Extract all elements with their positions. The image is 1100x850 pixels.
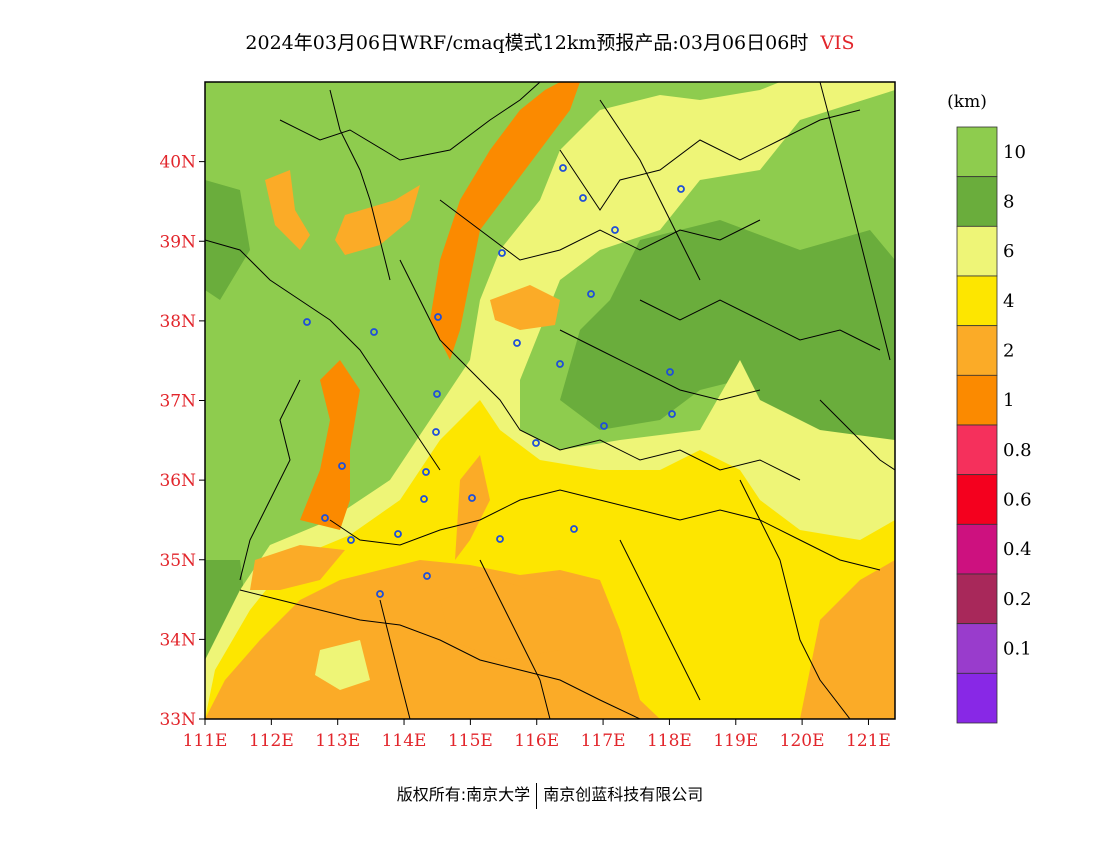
map-title: 2024年03月06日WRF/cmaq模式12km预报产品:03月06日06时 V…	[0, 28, 1100, 55]
city-marker	[338, 462, 346, 470]
lon-label: 119E	[713, 731, 758, 751]
city-marker	[376, 590, 384, 598]
longitude-axis: 111E 112E 113E 114E 115E 116E 117E 118E 119E 120E…	[183, 719, 891, 751]
legend-swatch	[956, 275, 998, 327]
city-marker	[394, 530, 402, 538]
city-marker	[570, 525, 578, 533]
legend-label: 10	[1003, 142, 1026, 163]
city-marker	[432, 428, 440, 436]
city-marker	[559, 164, 567, 172]
legend-label: 8	[1003, 192, 1014, 213]
city-marker	[496, 535, 504, 543]
lat-label: 36N	[159, 471, 196, 491]
city-marker	[498, 249, 506, 257]
city-marker	[321, 514, 329, 522]
city-marker	[423, 572, 431, 580]
city-marker	[611, 226, 619, 234]
lon-label: 112E	[249, 731, 294, 751]
legend-label: 6	[1003, 241, 1014, 262]
lon-label: 111E	[183, 731, 228, 751]
city-marker	[422, 468, 430, 476]
city-marker	[579, 194, 587, 202]
city-marker	[556, 360, 564, 368]
legend-unit: (km)	[947, 92, 987, 112]
admin-boundaries	[205, 82, 895, 719]
footer-copyright: 版权所有:南京大学	[396, 785, 531, 804]
city-marker	[468, 494, 476, 502]
legend-label: 0.1	[1003, 639, 1032, 660]
city-marker	[434, 313, 442, 321]
legend-label: 4	[1003, 291, 1014, 312]
legend-colorbar	[956, 126, 998, 724]
lon-label: 116E	[514, 731, 559, 751]
legend-swatch	[956, 474, 998, 525]
legend-labels: 10 8 6 4 2 1 0.8 0.6 0.4 0.2 0.1	[1003, 142, 1032, 660]
legend-swatch	[956, 523, 998, 575]
legend-swatch	[956, 176, 998, 227]
lat-label: 35N	[159, 551, 196, 571]
city-marker	[600, 422, 608, 430]
title-variable: VIS	[820, 32, 855, 54]
city-marker	[347, 536, 355, 544]
legend-swatch	[956, 623, 998, 674]
legend-swatch	[956, 374, 998, 426]
lon-label: 120E	[780, 731, 825, 751]
lat-label: 33N	[159, 710, 196, 730]
title-main: 2024年03月06日WRF/cmaq模式12km预报产品:03月06日06时	[245, 32, 809, 54]
city-marker	[420, 495, 428, 503]
vis-region-1-2	[300, 360, 360, 530]
lon-label: 121E	[846, 731, 891, 751]
city-marker	[587, 290, 595, 298]
legend-swatch	[956, 225, 998, 277]
lat-label: 38N	[159, 312, 196, 332]
lon-label: 115E	[448, 731, 493, 751]
lon-label: 113E	[315, 731, 360, 751]
legend-swatch	[956, 126, 998, 178]
latitude-axis: 40N 39N 38N 37N 36N 35N 34N 33N	[159, 153, 205, 730]
city-marker	[433, 390, 441, 398]
city-marker	[370, 328, 378, 336]
lat-label: 37N	[159, 392, 196, 412]
lat-label: 40N	[159, 153, 196, 173]
legend-swatch	[956, 573, 998, 625]
city-marker	[666, 368, 674, 376]
legend-swatch	[956, 424, 998, 476]
vis-region-8-10	[560, 220, 895, 480]
lat-label: 34N	[159, 630, 196, 650]
city-marker	[513, 339, 521, 347]
city-marker	[303, 318, 311, 326]
lon-label: 114E	[382, 731, 427, 751]
city-marker	[677, 185, 685, 193]
legend-label: 0.4	[1003, 539, 1032, 560]
legend-label: 2	[1003, 341, 1014, 362]
legend-label: 0.2	[1003, 589, 1032, 610]
city-marker	[532, 439, 540, 447]
legend-swatch	[956, 325, 998, 376]
footer: 版权所有:南京大学 南京创蓝科技有限公司	[0, 781, 1100, 809]
lon-label: 117E	[581, 731, 626, 751]
visibility-field	[205, 82, 895, 719]
footer-company: 南京创蓝科技有限公司	[543, 785, 704, 804]
city-marker	[668, 410, 676, 418]
legend-label: 0.8	[1003, 440, 1032, 461]
legend-label: 0.6	[1003, 490, 1032, 511]
legend-label: 1	[1003, 390, 1014, 411]
lon-label: 118E	[647, 731, 692, 751]
footer-separator	[536, 782, 538, 809]
lat-label: 39N	[159, 232, 196, 252]
city-markers	[303, 164, 685, 598]
legend-swatch	[956, 672, 998, 724]
